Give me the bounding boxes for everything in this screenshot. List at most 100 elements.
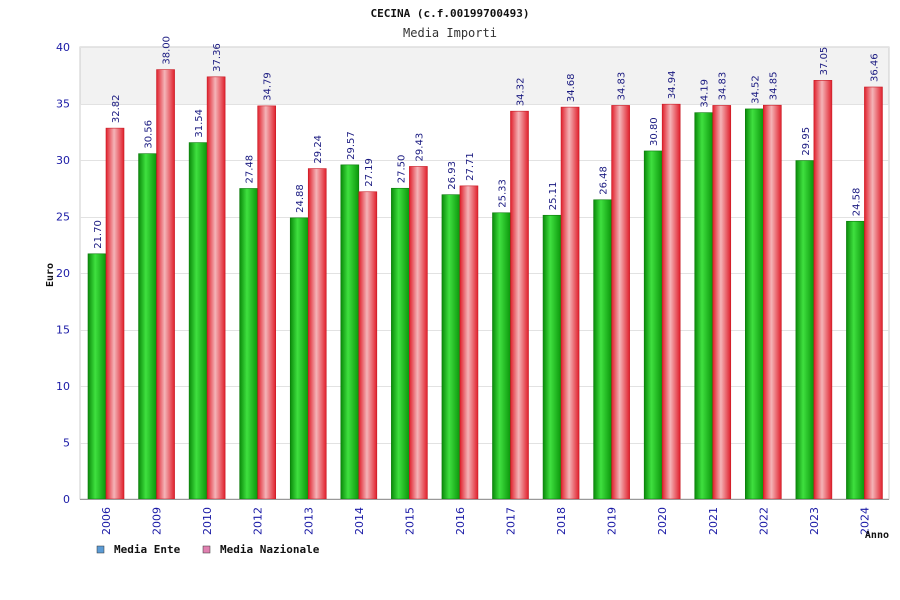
bar-media-ente-2021: [694, 112, 714, 500]
value-label: 34.85: [768, 72, 779, 101]
value-label: 34.79: [263, 72, 274, 101]
bar-media-ente-2010: [188, 142, 208, 500]
bar-media-ente-2018: [542, 214, 562, 500]
chart-subtitle: Media Importi: [403, 26, 497, 40]
value-label: 34.19: [700, 79, 711, 108]
x-tick-label: 2022: [757, 507, 770, 535]
value-label: 34.94: [667, 71, 678, 100]
value-label: 26.48: [599, 166, 610, 195]
y-tick-label: 40: [56, 41, 70, 54]
value-label: 29.43: [414, 133, 425, 162]
y-tick-label: 10: [56, 380, 70, 393]
bar-media-nazionale-2023: [813, 80, 833, 500]
value-label: 27.48: [245, 155, 256, 184]
y-tick-label: 5: [63, 437, 70, 450]
bar-media-ente-2015: [391, 187, 410, 500]
chart-title: CECINA (c.f.00199700493): [371, 7, 530, 20]
bar-media-nazionale-2021: [712, 105, 732, 500]
value-label: 27.50: [396, 155, 407, 184]
legend-label-media-ente: Media Ente: [114, 543, 181, 556]
bar-media-nazionale-2017: [510, 110, 529, 500]
bar-media-ente-2009: [138, 153, 157, 500]
x-tick-label: 2012: [252, 507, 265, 535]
x-tick-label: 2015: [403, 507, 416, 535]
value-labels: 21.70 32.82 30.56 38.00 31.54 37.36 27.48 34.79…: [93, 36, 880, 249]
bar-media-ente-2024: [846, 220, 865, 500]
y-tick-label: 25: [56, 211, 70, 224]
value-label: 21.70: [93, 220, 104, 249]
value-label: 25.11: [548, 182, 559, 211]
value-label: 34.68: [566, 73, 577, 102]
y-tick-label: 30: [56, 154, 70, 167]
x-tick-label: 2014: [353, 507, 366, 535]
legend-label-media-nazionale: Media Nazionale: [220, 543, 320, 556]
x-axis-label: Anno: [865, 530, 889, 541]
y-tick-label: 15: [56, 324, 70, 337]
value-label: 29.24: [313, 135, 324, 164]
x-tick-label: 2013: [302, 507, 315, 535]
value-label: 25.33: [498, 179, 509, 208]
x-tick-label: 2016: [454, 507, 467, 535]
x-tick-label: 2017: [505, 507, 518, 535]
value-label: 29.95: [801, 127, 812, 156]
y-tick-label: 20: [56, 267, 70, 280]
value-label: 31.54: [194, 109, 205, 138]
bar-media-ente-2013: [289, 217, 309, 500]
legend: Media Ente Media Nazionale: [96, 543, 320, 556]
bar-media-nazionale-2022: [763, 104, 782, 500]
x-tick-label: 2023: [808, 507, 821, 535]
x-tick-label: 2010: [201, 507, 214, 535]
value-label: 27.71: [465, 152, 476, 181]
x-tick-label: 2024: [858, 507, 871, 535]
x-tick-label: 2019: [606, 507, 619, 535]
bar-media-ente-2023: [795, 160, 815, 500]
value-label: 38.00: [162, 36, 173, 65]
value-label: 24.58: [851, 188, 862, 217]
bar-media-ente-2012: [239, 188, 258, 500]
value-label: 30.56: [144, 120, 155, 149]
value-label: 30.80: [649, 117, 660, 146]
bar-media-ente-2016: [441, 194, 461, 500]
bar-media-ente-2006: [87, 253, 107, 500]
bar-media-nazionale-2018: [560, 106, 580, 500]
bar-media-nazionale-2015: [409, 166, 428, 500]
value-label: 29.57: [346, 131, 357, 160]
bar-media-ente-2017: [492, 212, 511, 500]
value-label: 27.19: [364, 158, 375, 187]
y-tick-label: 0: [63, 493, 70, 506]
legend-swatch-media-ente: [96, 545, 105, 554]
bar-media-nazionale-2019: [611, 105, 630, 500]
bar-media-nazionale-2013: [307, 168, 327, 500]
value-label: 34.52: [750, 75, 761, 104]
value-label: 32.82: [111, 94, 122, 123]
y-tick-label: 35: [56, 98, 70, 111]
bar-media-ente-2022: [745, 108, 764, 500]
bar-media-ente-2020: [643, 150, 663, 500]
value-label: 37.05: [819, 47, 830, 76]
bar-media-ente-2014: [340, 164, 360, 500]
bar-media-nazionale-2014: [358, 191, 378, 500]
bar-media-nazionale-2006: [105, 127, 125, 500]
x-tick-label: 2021: [707, 507, 720, 535]
y-axis-ticks: 0 5 10 15 20 25 30 35 40: [56, 41, 70, 506]
y-axis-label: Euro: [45, 263, 56, 287]
legend-swatch-media-nazionale: [202, 545, 211, 554]
bar-media-nazionale-2024: [864, 86, 883, 500]
x-tick-label: 2006: [100, 507, 113, 535]
plot-area-top-band: [80, 47, 889, 104]
bars: [87, 69, 883, 500]
value-label: 36.46: [869, 53, 880, 82]
bar-media-nazionale-2016: [459, 185, 479, 500]
value-label: 34.83: [617, 72, 628, 101]
bar-media-nazionale-2012: [257, 105, 276, 500]
value-label: 24.88: [295, 184, 306, 213]
bar-media-nazionale-2009: [156, 69, 175, 500]
x-axis-ticks: 2006 2009 2010 2012 2013 2014 2015 2016 2017 2018…: [100, 507, 871, 535]
value-label: 26.93: [447, 161, 458, 190]
x-tick-label: 2020: [656, 507, 669, 535]
bar-media-nazionale-2020: [661, 103, 681, 500]
x-tick-label: 2009: [151, 507, 164, 535]
bar-media-ente-2019: [593, 199, 612, 500]
value-label: 34.83: [718, 72, 729, 101]
x-tick-label: 2018: [555, 507, 568, 535]
